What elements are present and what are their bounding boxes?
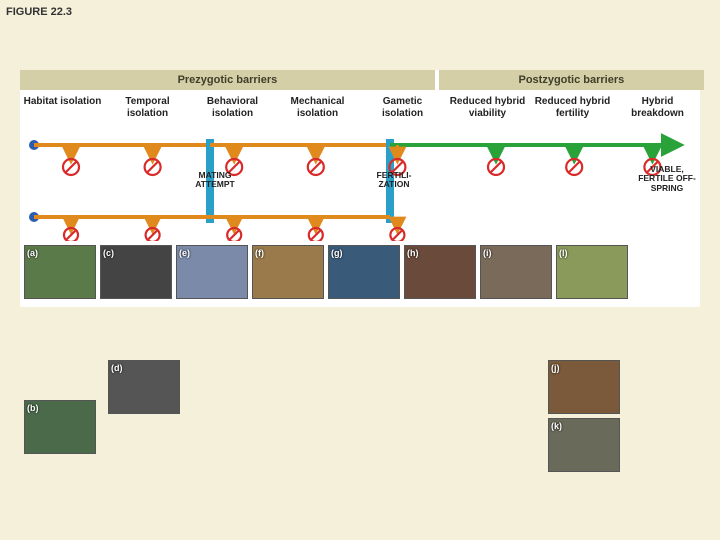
col-mechanical: Mechanical isolation: [275, 94, 360, 121]
thumb-e: (e): [176, 245, 248, 299]
figure-label: FIGURE 22.3: [6, 6, 72, 18]
tag-mating: MATING ATTEMPT: [180, 171, 250, 190]
header-postzygotic: Postzygotic barriers: [439, 70, 704, 90]
tag-viable: VIABLE, FERTILE OFF- SPRING: [638, 165, 696, 193]
diagram-panel: Prezygotic barriers Postzygotic barriers…: [20, 70, 700, 307]
col-gametic: Gametic isolation: [360, 94, 445, 121]
thumb-label: (c): [103, 248, 114, 258]
thumb-j: (j): [548, 360, 620, 414]
thumb-row-b3: (j) (k): [548, 360, 620, 472]
thumb-a: (a): [24, 245, 96, 299]
thumb-d: (d): [108, 360, 180, 414]
thumb-label: (j): [551, 363, 560, 373]
col-behavioral: Behavioral isolation: [190, 94, 275, 121]
col-fertility: Reduced hybrid fertility: [530, 94, 615, 121]
col-breakdown: Hybrid breakdown: [615, 94, 700, 121]
thumb-label: (f): [255, 248, 264, 258]
header-row: Prezygotic barriers Postzygotic barriers: [20, 70, 700, 90]
flow-arrows: [20, 121, 700, 241]
thumb-f: (f): [252, 245, 324, 299]
tag-fertilization: FERTILI- ZATION: [364, 171, 424, 190]
thumb-row-b1: (d): [108, 360, 180, 414]
col-temporal: Temporal isolation: [105, 94, 190, 121]
thumb-label: (h): [407, 248, 419, 258]
thumb-label: (d): [111, 363, 123, 373]
col-viability: Reduced hybrid viability: [445, 94, 530, 121]
column-labels: Habitat isolation Temporal isolation Beh…: [20, 90, 700, 121]
header-prezygotic: Prezygotic barriers: [20, 70, 435, 90]
thumb-h: (h): [404, 245, 476, 299]
thumb-label: (k): [551, 421, 562, 431]
flow-area: MATING ATTEMPT FERTILI- ZATION VIABLE, F…: [20, 121, 700, 241]
thumb-label: (l): [559, 248, 568, 258]
thumb-label: (i): [483, 248, 492, 258]
thumb-label: (b): [27, 403, 39, 413]
col-habitat: Habitat isolation: [20, 94, 105, 121]
thumb-b: (b): [24, 400, 96, 454]
thumb-l: (l): [556, 245, 628, 299]
thumb-row-b2: (b): [24, 400, 96, 454]
thumb-label: (a): [27, 248, 38, 258]
thumb-label: (e): [179, 248, 190, 258]
thumb-label: (g): [331, 248, 343, 258]
thumb-g: (g): [328, 245, 400, 299]
thumb-i: (i): [480, 245, 552, 299]
thumb-k: (k): [548, 418, 620, 472]
thumb-c: (c): [100, 245, 172, 299]
thumb-row-top: (a) (c) (e) (f) (g) (h) (i) (l): [20, 241, 700, 307]
